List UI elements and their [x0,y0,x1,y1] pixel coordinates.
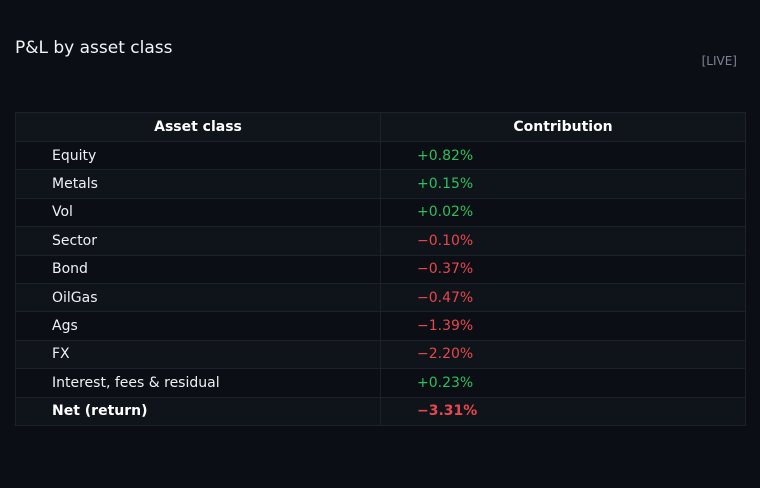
asset-class-cell: Interest, fees & residual [15,368,381,398]
contribution-cell: +0.82% [380,140,746,171]
asset-class-cell: Vol [15,197,381,228]
pnl-table: Asset class Contribution Equity +0.82% Met… [15,112,746,426]
table-row: Sector −0.10% [15,226,746,256]
contribution-cell: +0.15% [380,169,746,199]
total-value-cell: −3.31% [380,396,746,426]
table-row: Vol +0.02% [15,197,746,228]
asset-class-cell: Equity [15,140,381,171]
table-row: Equity +0.82% [15,140,746,171]
contribution-cell: −1.39% [380,311,746,341]
page-title: P&L by asset class [15,38,173,58]
table-row: OilGas −0.47% [15,282,746,313]
table-header-row: Asset class Contribution [15,112,746,142]
total-row: Net (return) −3.31% [15,396,746,426]
asset-class-cell: Bond [15,254,381,284]
column-header-asset-class: Asset class [15,112,381,142]
asset-class-cell: FX [15,339,381,370]
contribution-cell: −0.47% [380,282,746,313]
column-header-contribution: Contribution [380,112,746,142]
table-row: FX −2.20% [15,339,746,370]
asset-class-cell: OilGas [15,282,381,313]
contribution-cell: +0.02% [380,197,746,228]
table-row: Interest, fees & residual +0.23% [15,368,746,398]
contribution-cell: −0.10% [380,226,746,256]
contribution-cell: −0.37% [380,254,746,284]
contribution-cell: +0.23% [380,368,746,398]
contribution-cell: −2.20% [380,339,746,370]
table-row: Ags −1.39% [15,311,746,341]
asset-class-cell: Metals [15,169,381,199]
table-row: Bond −0.37% [15,254,746,284]
asset-class-cell: Ags [15,311,381,341]
asset-class-cell: Sector [15,226,381,256]
table-row: Metals +0.15% [15,169,746,199]
live-badge: [LIVE] [701,54,737,68]
total-label-cell: Net (return) [15,396,381,426]
